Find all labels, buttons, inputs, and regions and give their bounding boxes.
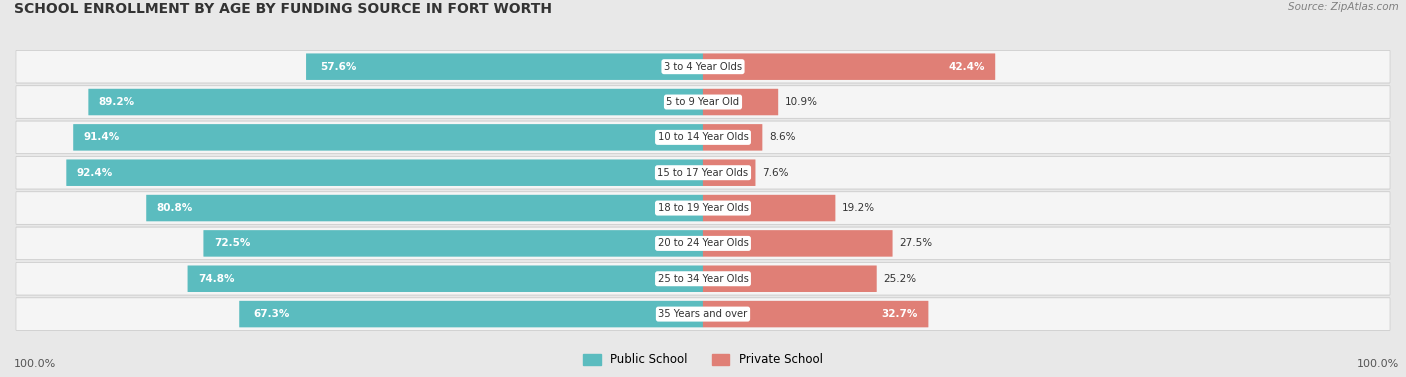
Text: 3 to 4 Year Olds: 3 to 4 Year Olds xyxy=(664,62,742,72)
FancyBboxPatch shape xyxy=(15,297,1391,331)
Text: 27.5%: 27.5% xyxy=(900,238,932,248)
FancyBboxPatch shape xyxy=(703,124,762,151)
Text: Source: ZipAtlas.com: Source: ZipAtlas.com xyxy=(1288,2,1399,12)
Text: 35 Years and over: 35 Years and over xyxy=(658,309,748,319)
FancyBboxPatch shape xyxy=(66,159,703,186)
FancyBboxPatch shape xyxy=(73,124,703,151)
FancyBboxPatch shape xyxy=(15,227,1391,260)
FancyBboxPatch shape xyxy=(307,54,703,80)
Text: 18 to 19 Year Olds: 18 to 19 Year Olds xyxy=(658,203,748,213)
FancyBboxPatch shape xyxy=(15,86,1391,118)
Text: 19.2%: 19.2% xyxy=(842,203,876,213)
FancyBboxPatch shape xyxy=(703,195,835,221)
FancyBboxPatch shape xyxy=(15,156,1391,189)
FancyBboxPatch shape xyxy=(15,121,1391,154)
FancyBboxPatch shape xyxy=(15,298,1391,330)
Text: 7.6%: 7.6% xyxy=(762,168,789,178)
Text: 100.0%: 100.0% xyxy=(1357,359,1399,369)
Text: 89.2%: 89.2% xyxy=(98,97,135,107)
Text: 42.4%: 42.4% xyxy=(948,62,984,72)
Text: 72.5%: 72.5% xyxy=(214,238,250,248)
FancyBboxPatch shape xyxy=(15,227,1391,260)
Text: 91.4%: 91.4% xyxy=(83,132,120,143)
Text: 74.8%: 74.8% xyxy=(198,274,235,284)
FancyBboxPatch shape xyxy=(703,265,877,292)
FancyBboxPatch shape xyxy=(15,51,1391,83)
FancyBboxPatch shape xyxy=(15,192,1391,224)
FancyBboxPatch shape xyxy=(15,156,1391,189)
FancyBboxPatch shape xyxy=(703,159,755,186)
FancyBboxPatch shape xyxy=(239,301,703,327)
FancyBboxPatch shape xyxy=(703,54,995,80)
FancyBboxPatch shape xyxy=(703,89,778,115)
FancyBboxPatch shape xyxy=(146,195,703,221)
FancyBboxPatch shape xyxy=(89,89,703,115)
Text: 32.7%: 32.7% xyxy=(882,309,918,319)
Text: 8.6%: 8.6% xyxy=(769,132,796,143)
Text: 92.4%: 92.4% xyxy=(77,168,112,178)
Text: 25 to 34 Year Olds: 25 to 34 Year Olds xyxy=(658,274,748,284)
Text: 67.3%: 67.3% xyxy=(253,309,290,319)
Text: 15 to 17 Year Olds: 15 to 17 Year Olds xyxy=(658,168,748,178)
Text: 20 to 24 Year Olds: 20 to 24 Year Olds xyxy=(658,238,748,248)
FancyBboxPatch shape xyxy=(15,192,1391,225)
Text: 57.6%: 57.6% xyxy=(321,62,356,72)
Text: 5 to 9 Year Old: 5 to 9 Year Old xyxy=(666,97,740,107)
Legend: Public School, Private School: Public School, Private School xyxy=(579,349,827,371)
Text: 80.8%: 80.8% xyxy=(156,203,193,213)
Text: 25.2%: 25.2% xyxy=(883,274,917,284)
Text: SCHOOL ENROLLMENT BY AGE BY FUNDING SOURCE IN FORT WORTH: SCHOOL ENROLLMENT BY AGE BY FUNDING SOUR… xyxy=(14,2,553,16)
Text: 10.9%: 10.9% xyxy=(785,97,818,107)
Text: 100.0%: 100.0% xyxy=(14,359,56,369)
FancyBboxPatch shape xyxy=(15,262,1391,295)
FancyBboxPatch shape xyxy=(187,265,703,292)
FancyBboxPatch shape xyxy=(15,262,1391,295)
FancyBboxPatch shape xyxy=(703,230,893,257)
Text: 10 to 14 Year Olds: 10 to 14 Year Olds xyxy=(658,132,748,143)
FancyBboxPatch shape xyxy=(15,121,1391,154)
FancyBboxPatch shape xyxy=(15,50,1391,83)
FancyBboxPatch shape xyxy=(703,301,928,327)
FancyBboxPatch shape xyxy=(15,86,1391,119)
FancyBboxPatch shape xyxy=(204,230,703,257)
